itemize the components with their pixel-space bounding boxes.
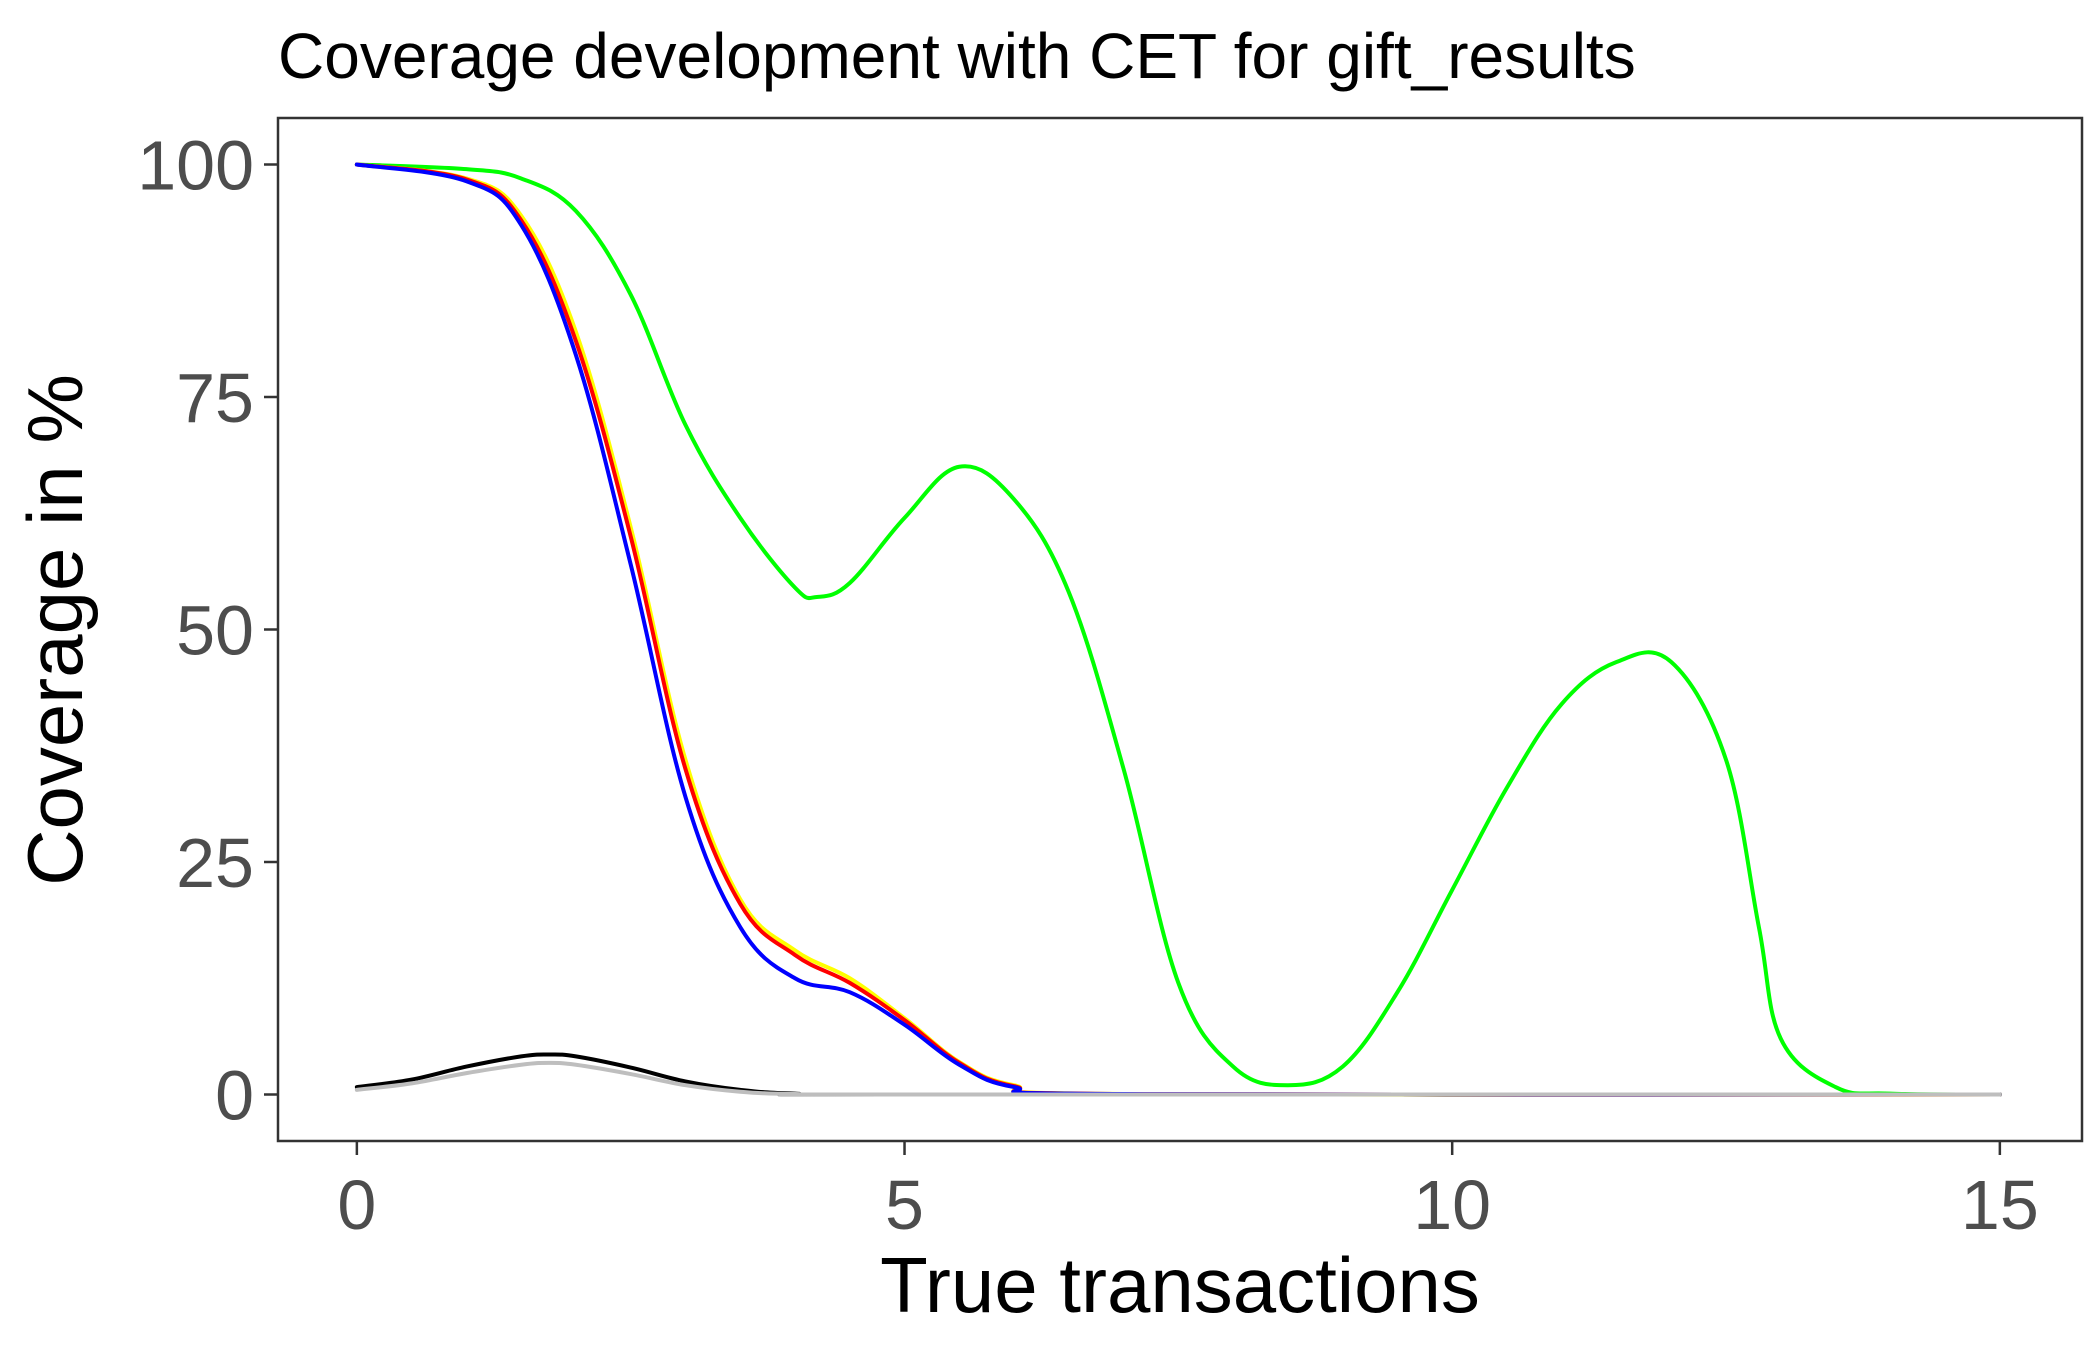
y-tick-label: 100: [137, 127, 254, 205]
series-layer: [354, 162, 2002, 1097]
x-axis: 0 5 10 15: [337, 1141, 2039, 1244]
y-tick-label: 0: [215, 1057, 254, 1135]
x-tick-label: 15: [1961, 1166, 2039, 1244]
y-tick-label: 75: [176, 359, 254, 437]
y-axis-label: Coverage in %: [11, 374, 99, 886]
x-tick-label: 0: [337, 1166, 376, 1244]
x-tick-label: 5: [885, 1166, 924, 1244]
y-tick-label: 25: [176, 824, 254, 902]
y-axis: 0 25 50 75 100: [137, 127, 278, 1135]
x-axis-label: True transactions: [880, 1241, 1480, 1329]
chart-title: Coverage development with CET for gift_r…: [278, 20, 1636, 92]
y-tick-label: 50: [176, 592, 254, 670]
series-line-6: [354, 1060, 2002, 1097]
plot-panel: [276, 116, 2084, 1143]
series-line-1: [354, 162, 2002, 1097]
x-tick-label: 10: [1413, 1166, 1491, 1244]
